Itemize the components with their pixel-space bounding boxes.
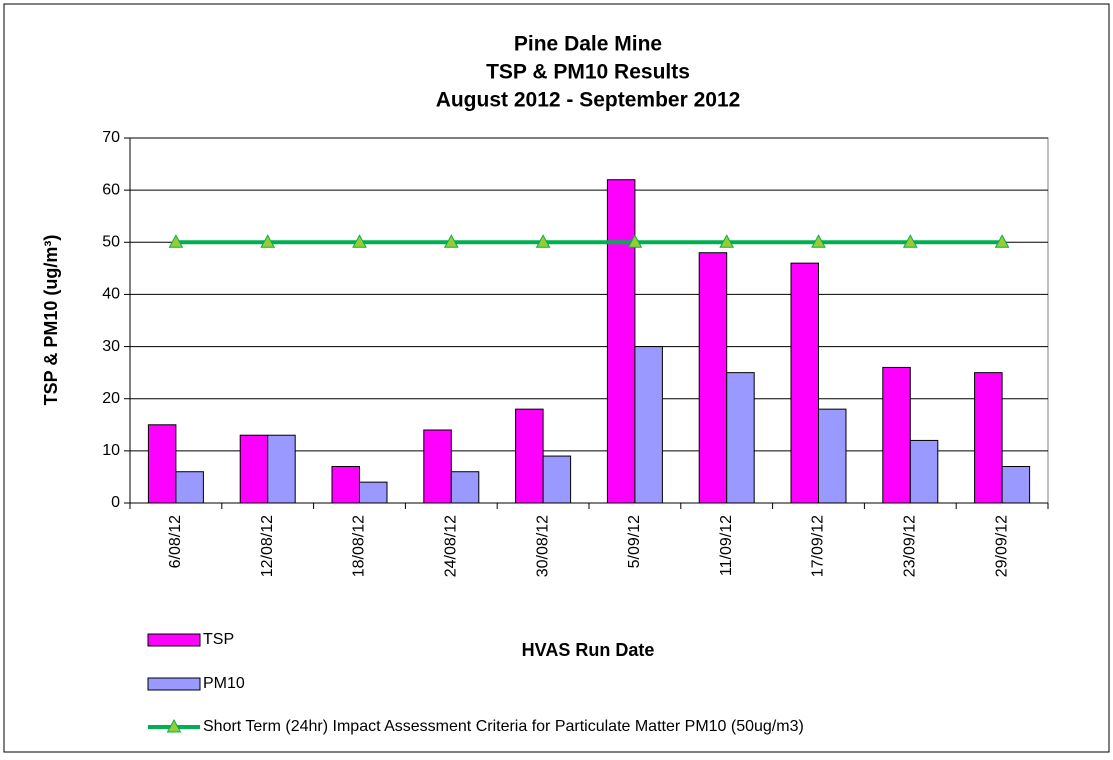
bar [909, 439, 939, 504]
bar [267, 434, 296, 504]
line-marker [352, 234, 367, 248]
legend-swatch [147, 677, 201, 691]
x-tick-label: 30/08/12 [534, 515, 551, 577]
legend-label: PM10 [203, 675, 245, 692]
bar [634, 346, 663, 504]
bar [239, 434, 269, 504]
legend-swatch [147, 633, 201, 647]
bar [175, 471, 204, 504]
legend-label: Short Term (24hr) Impact Assessment Crit… [203, 718, 804, 735]
line-marker [260, 234, 276, 248]
y-tick-label: 50 [102, 234, 120, 251]
bar [515, 408, 544, 504]
x-axis-title: HVAS Run Date [522, 640, 655, 660]
line-marker [719, 234, 735, 248]
y-tick-label: 10 [102, 442, 120, 459]
bar [974, 372, 1003, 504]
bar [1001, 466, 1031, 504]
bar [818, 408, 847, 504]
x-tick-label: 17/09/12 [810, 515, 827, 577]
x-tick-label: 29/09/12 [993, 515, 1010, 577]
bar [147, 424, 177, 504]
bar [726, 372, 755, 504]
x-tick-label: 23/09/12 [902, 515, 919, 577]
y-tick-label: 0 [111, 494, 120, 511]
line-marker [627, 234, 643, 248]
bar [450, 471, 480, 504]
chart-title: Pine Dale Mine [514, 33, 662, 56]
line-marker [902, 234, 918, 248]
y-tick-label: 60 [102, 181, 120, 198]
bar [359, 481, 388, 504]
x-tick-label: 24/08/12 [443, 515, 460, 577]
line-marker [168, 234, 184, 248]
y-tick-label: 40 [102, 286, 120, 303]
bar [882, 366, 911, 504]
x-tick-label: 12/08/12 [259, 515, 276, 577]
bar [331, 466, 360, 504]
y-axis-title: TSP & PM10 (ug/m³) [41, 235, 61, 406]
line-marker [994, 234, 1010, 248]
chart-title: TSP & PM10 Results [486, 61, 690, 84]
bar [606, 179, 636, 504]
x-tick-label: 6/08/12 [167, 515, 184, 568]
bar [423, 429, 452, 504]
bar [698, 252, 728, 504]
legend-label: TSP [203, 631, 234, 648]
bar [790, 262, 819, 504]
line-marker [535, 234, 551, 248]
y-tick-label: 70 [102, 129, 120, 146]
chart-title: August 2012 - September 2012 [436, 89, 741, 112]
bar [542, 455, 572, 504]
line-marker [811, 234, 826, 248]
line-marker [443, 234, 459, 248]
y-tick-label: 30 [102, 338, 120, 355]
x-tick-label: 18/08/12 [351, 515, 368, 577]
legend-swatch [166, 718, 182, 733]
x-tick-label: 11/09/12 [718, 515, 735, 576]
x-tick-label: 5/09/12 [626, 515, 643, 568]
y-tick-label: 20 [102, 390, 120, 407]
